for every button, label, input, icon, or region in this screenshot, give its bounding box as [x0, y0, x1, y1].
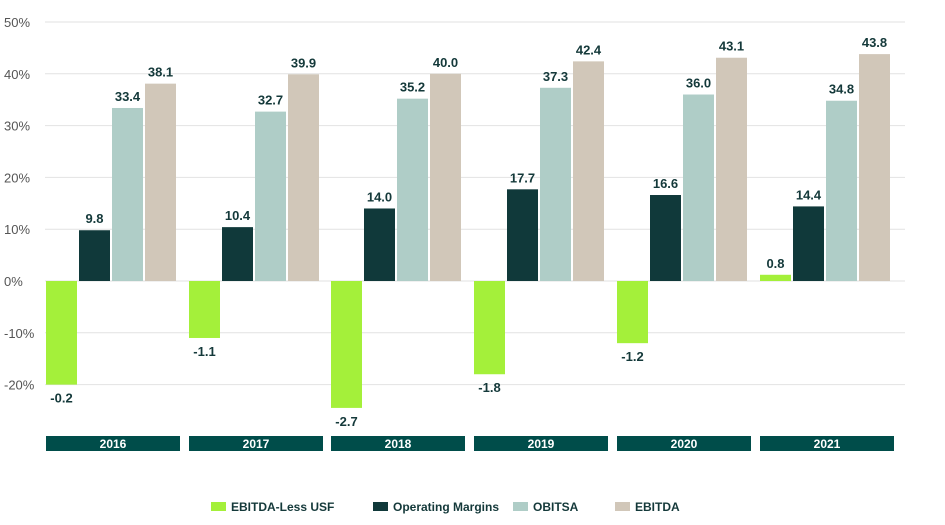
y-tick-label: 20% [4, 170, 30, 185]
bar-obitsa-2019 [540, 87, 571, 281]
bar-operating-margins-2018 [364, 208, 395, 281]
bar-ebitda-2021 [859, 54, 890, 282]
data-label: -2.7 [335, 414, 357, 429]
data-label: 35.2 [400, 80, 425, 95]
data-label: 36.0 [686, 76, 711, 91]
x-tick-label: 2019 [528, 437, 555, 451]
bar-obitsa-2016 [112, 107, 143, 281]
bar-operating-margins-2017 [222, 227, 253, 281]
legend-label: Operating Margins [393, 500, 499, 514]
data-label: 39.9 [291, 55, 316, 70]
bar-operating-margins-2021 [793, 206, 824, 281]
data-label: 14.4 [796, 187, 822, 202]
data-label: -0.2 [50, 391, 72, 406]
bar-ebitda-2019 [573, 61, 604, 282]
data-label: 40.0 [433, 55, 458, 70]
category-band [474, 436, 608, 451]
category-band [46, 436, 180, 451]
bar-ebitda-less-usf-2021 [760, 274, 791, 281]
y-tick-label: -20% [4, 378, 35, 393]
data-label: 43.1 [719, 39, 744, 54]
bar-ebitda-less-usf-2018 [331, 281, 362, 408]
data-label: 34.8 [829, 82, 854, 97]
legend-swatch [373, 502, 388, 511]
data-label: 9.8 [85, 211, 103, 226]
x-tick-label: 2018 [385, 437, 412, 451]
data-label: 0.8 [766, 256, 784, 271]
bar-operating-margins-2020 [650, 195, 681, 281]
data-label: 43.8 [862, 35, 887, 50]
legend-swatch [615, 502, 630, 511]
x-tick-label: 2021 [814, 437, 841, 451]
bar-obitsa-2018 [397, 98, 428, 281]
bar-ebitda-less-usf-2020 [617, 281, 648, 344]
data-label: 38.1 [148, 65, 173, 80]
y-tick-label: 10% [4, 222, 30, 237]
y-tick-label: 0% [4, 274, 23, 289]
data-label: -1.8 [478, 380, 500, 395]
bar-ebitda-less-usf-2019 [474, 281, 505, 375]
bar-ebitda-less-usf-2017 [189, 281, 220, 338]
bar-ebitda-2017 [288, 74, 319, 282]
x-tick-label: 2016 [100, 437, 127, 451]
bar-obitsa-2017 [255, 111, 286, 281]
category-band [760, 436, 894, 451]
y-tick-label: -10% [4, 326, 35, 341]
bar-ebitda-2018 [430, 73, 461, 281]
data-label: 33.4 [115, 89, 141, 104]
bar-operating-margins-2016 [79, 230, 110, 281]
data-label: 32.7 [258, 93, 283, 108]
x-tick-label: 2017 [243, 437, 270, 451]
bar-ebitda-2016 [145, 83, 176, 281]
x-tick-label: 2020 [671, 437, 698, 451]
category-band [617, 436, 751, 451]
bar-ebitda-less-usf-2016 [46, 281, 77, 385]
legend-label: OBITSA [533, 500, 579, 514]
data-label: 17.7 [510, 170, 535, 185]
data-label: 10.4 [225, 208, 251, 223]
bar-obitsa-2021 [826, 100, 857, 282]
y-tick-label: 30% [4, 119, 30, 134]
category-band [189, 436, 323, 451]
legend-label: EBITDA-Less USF [231, 500, 334, 514]
data-label: -1.1 [193, 344, 215, 359]
y-tick-label: 40% [4, 67, 30, 82]
data-label: 14.0 [367, 189, 392, 204]
data-label: 42.4 [576, 42, 602, 57]
legend-swatch [513, 502, 528, 511]
data-label: -1.2 [621, 349, 643, 364]
data-label: 37.3 [543, 69, 568, 84]
legend-swatch [211, 502, 226, 511]
category-band [331, 436, 465, 451]
bar-obitsa-2020 [683, 94, 714, 282]
legend-label: EBITDA [635, 500, 680, 514]
y-tick-label: 50% [4, 15, 30, 30]
data-label: 16.6 [653, 176, 678, 191]
bar-ebitda-2020 [716, 57, 747, 281]
bar-operating-margins-2019 [507, 189, 538, 281]
